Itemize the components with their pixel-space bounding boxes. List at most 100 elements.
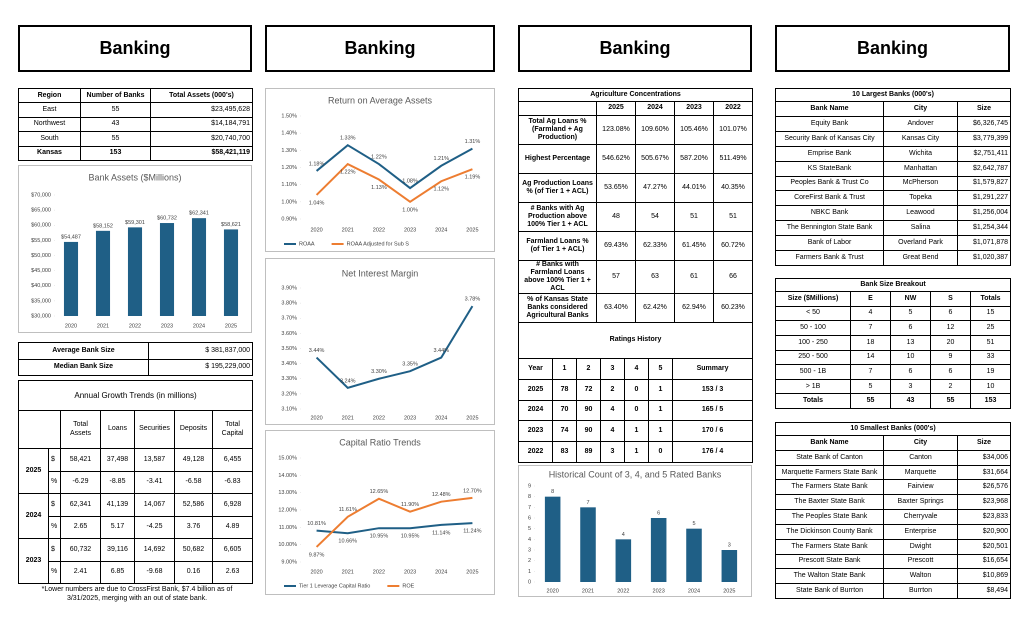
table-cell: -4.25 — [134, 515, 175, 539]
blank-cell — [18, 410, 61, 449]
table-cell: 43 — [80, 116, 151, 133]
table-cell: 63 — [635, 259, 675, 295]
table-row: Peoples Bank & Trust Co McPherson $1,579,8… — [775, 175, 1012, 192]
year-cell: 2025 — [18, 448, 49, 494]
table-cell: 33 — [969, 349, 1012, 366]
table-cell: 10 — [969, 378, 1012, 395]
table-cell: Topeka — [883, 190, 958, 207]
column-header: Total Assets — [60, 410, 101, 449]
y-tick-label: 3.80% — [281, 301, 297, 307]
table-cell: 2.41 — [60, 560, 101, 584]
table-cell: 39,116 — [100, 538, 135, 562]
table-cell: 2022 — [518, 441, 553, 463]
table-cell: 5.17 — [100, 515, 135, 539]
table-cell: Marquette — [883, 464, 958, 481]
table-title: 10 Largest Banks (000's) — [774, 88, 1012, 102]
x-tick-label: 2023 — [404, 415, 416, 421]
table-title: 10 Smallest Banks (000's) — [775, 422, 1011, 436]
table-cell: 511.49% — [713, 144, 753, 174]
table-cell: Baxter Springs — [883, 494, 958, 511]
data-label: 10.95% — [401, 534, 420, 540]
column-header: Deposits — [174, 410, 213, 449]
table-row: Farmland Loans % (of Tier 1 + ACL) 69.43%… — [518, 231, 753, 261]
table-cell: 6.85 — [100, 560, 135, 584]
data-label: 11.90% — [401, 502, 419, 508]
data-label: 3 — [728, 542, 731, 548]
bar — [63, 241, 79, 316]
table-row: # Banks with Farmland Loans above 100% T… — [518, 259, 753, 295]
table-cell: NBKC Bank — [775, 205, 884, 222]
table-cell: 58,421 — [60, 448, 101, 472]
table-row: NBKC Bank Leawood $1,256,004 — [775, 205, 1012, 222]
table-row: # Banks with Ag Production above 100% Ti… — [518, 202, 753, 232]
table-cell: $20,501 — [957, 538, 1011, 555]
y-tick-label: 3.20% — [281, 391, 297, 397]
table-cell: Leawood — [883, 205, 958, 222]
table-cell: 2.63 — [211, 560, 254, 584]
data-label: 3.44% — [433, 348, 449, 354]
blank-cell — [518, 101, 597, 116]
table-cell: # Banks with Farmland Loans above 100% T… — [518, 259, 597, 295]
data-label: 6 — [657, 510, 660, 516]
table-cell: 55 — [80, 131, 151, 147]
table-cell: 14,692 — [134, 538, 175, 562]
footnote: *Lower numbers are due to CrossFirst Ban… — [41, 586, 233, 603]
table-cell: 587.20% — [674, 144, 714, 174]
table-cell: Security Bank of Kansas City — [775, 130, 884, 147]
table-cell: 62.33% — [635, 231, 675, 261]
table-row: Northwest 43 $14,184,791 — [18, 116, 253, 133]
column-header: Total Assets (000's) — [150, 87, 253, 104]
line-series — [315, 162, 473, 204]
x-tick-label: 2025 — [466, 569, 478, 575]
table-cell: Farmland Loans % (of Tier 1 + ACL) — [518, 231, 597, 261]
header: Banking — [518, 25, 752, 72]
table-cell: $ — [48, 493, 61, 517]
table-cell: 500 - 1B — [775, 364, 851, 380]
table-cell: $8,494 — [957, 583, 1011, 599]
table-cell: 74 — [552, 420, 577, 443]
table-cell: Manhattan — [883, 160, 958, 177]
data-label: 1.08% — [402, 179, 418, 185]
table-cell: East — [18, 102, 81, 118]
chart: Return on Average Assets 0.90% 1.00% 1.10% 1… — [281, 95, 480, 247]
data-label: 7 — [586, 500, 589, 506]
table-cell: 7 — [850, 320, 891, 336]
column-header: 3 — [600, 358, 625, 380]
table-title: Annual Growth Trends (in millions) — [17, 380, 254, 411]
table-cell: 4 — [850, 305, 891, 322]
table-cell: 19 — [969, 364, 1012, 380]
column-header: 4 — [624, 358, 649, 380]
table-cell: $31,664 — [957, 464, 1011, 481]
table-cell: 2024 — [518, 399, 553, 422]
table-row: < 50 4 5 6 15 — [775, 305, 1012, 322]
data-table: Average Bank Size $ 381,837,000 Median Ban… — [18, 342, 253, 376]
header-row: Bank Name City Size — [775, 101, 1012, 117]
table-cell: 3.76 — [174, 515, 213, 539]
column-header: 2025 — [596, 101, 636, 116]
table-cell: 6,455 — [211, 448, 254, 472]
table-cell: $1,020,387 — [956, 250, 1012, 266]
y-tick-label: 3.40% — [281, 361, 297, 367]
table-cell: 55 — [80, 102, 151, 118]
table-cell: -6.29 — [60, 470, 101, 494]
table-row: South 55 $20,740,700 — [18, 131, 253, 147]
table-row: 50 - 100 7 6 12 25 — [775, 320, 1012, 336]
table-cell: % — [48, 470, 61, 494]
table-cell: 153 — [80, 145, 151, 161]
data-label: 1.21% — [433, 156, 449, 162]
table-cell: Emprise Bank — [775, 145, 884, 162]
table-cell: 55 — [850, 393, 891, 409]
data-label: 1.00% — [402, 207, 418, 213]
y-tick-label: 7 — [528, 505, 531, 511]
table-cell: CoreFirst Bank & Trust — [775, 190, 884, 207]
table-row: The Farmers State Bank Fairview $26,576 — [775, 479, 1011, 496]
table-cell: 51 — [713, 202, 753, 232]
table-cell: The Bennington State Bank — [775, 220, 884, 237]
chart-title: Capital Ratio Trends — [339, 437, 421, 447]
table-cell: 25 — [969, 320, 1012, 336]
table-cell: The Farmers State Bank — [775, 479, 884, 496]
table-row: % 2.65 5.17 -4.25 3.76 4.89 — [19, 515, 254, 539]
bar — [544, 496, 561, 582]
table-cell: 2023 — [518, 420, 553, 443]
y-tick-label: 5 — [528, 526, 531, 532]
